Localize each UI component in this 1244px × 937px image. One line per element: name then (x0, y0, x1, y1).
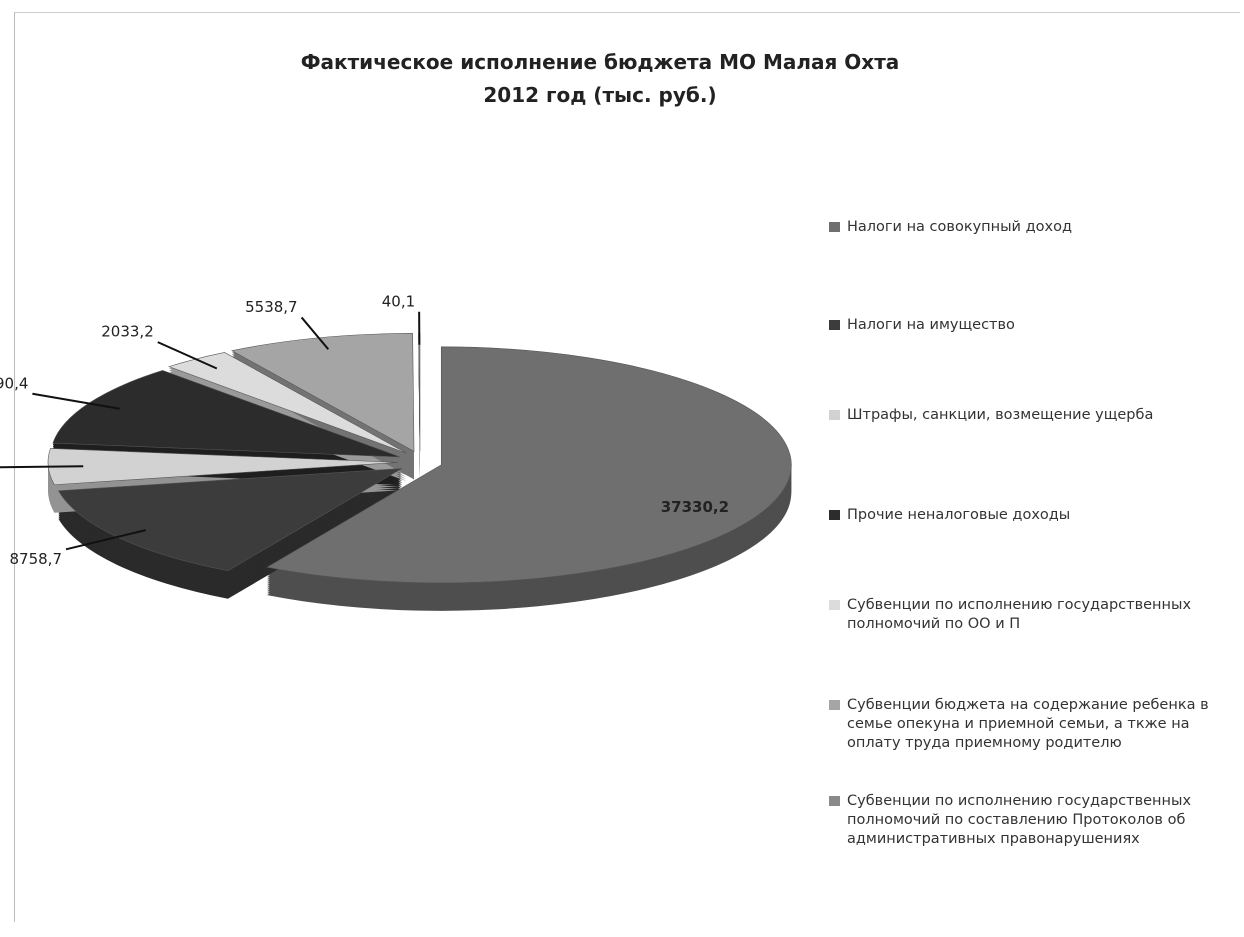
legend-entry: Налоги на имущество (827, 316, 1232, 335)
legend-swatch (829, 510, 840, 520)
legend-entry: Субвенции по исполнению государственных … (827, 596, 1232, 634)
data-label: 8758,7 (10, 550, 63, 568)
leader-line (65, 529, 146, 551)
legend-label: Субвенции по исполнению государственных … (847, 597, 1192, 632)
slice (266, 346, 792, 584)
data-label: 37330,2 (661, 498, 729, 516)
legend-swatch (829, 410, 840, 420)
legend-entry: Прочие неналоговые доходы (827, 506, 1232, 525)
data-label: 2033,2 (101, 323, 154, 341)
legend-label: Штрафы, санкции, возмещение ущерба (847, 407, 1154, 423)
legend-label: Прочие неналоговые доходы (847, 507, 1071, 523)
legend-label: Налоги на имущество (847, 317, 1015, 333)
legend-swatch (829, 796, 840, 806)
chart-title-box: Фактическое исполнение бюджета МО Малая … (190, 46, 1010, 112)
legend-label: Субвенции бюджета на содержание ребенка … (847, 697, 1209, 751)
legend-swatch (829, 222, 840, 232)
chart-title: Фактическое исполнение бюджета МО Малая … (300, 50, 900, 107)
data-label: 5538,7 (245, 298, 298, 316)
leader-line (157, 341, 218, 370)
legend-entry: Субвенции бюджета на содержание ребенка … (827, 696, 1232, 753)
legend-label: Налоги на совокупный доход (847, 219, 1072, 235)
slice (418, 332, 421, 452)
legend-label: Субвенции по исполнению государственных … (847, 793, 1192, 847)
leader-line (0, 465, 84, 469)
legend-swatch (829, 600, 840, 610)
legend-swatch (829, 320, 840, 330)
data-label: 7190,4 (0, 374, 28, 392)
legend-entry: Субвенции по исполнению государственных … (827, 792, 1232, 849)
leader-line (32, 392, 120, 410)
legend-entry: Налоги на совокупный доход (827, 218, 1232, 237)
legend-entry: Штрафы, санкции, возмещение ущерба (827, 406, 1232, 425)
leader-line (300, 316, 330, 350)
data-label: 40,1 (382, 292, 415, 310)
legend-swatch (829, 700, 840, 710)
